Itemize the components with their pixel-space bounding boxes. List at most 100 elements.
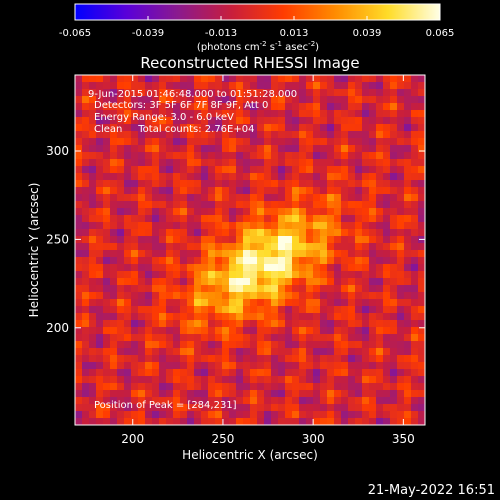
heatmap-cell (313, 229, 321, 237)
heatmap-cell (404, 145, 412, 153)
heatmap-cell (369, 103, 377, 111)
heatmap-cell (250, 89, 258, 97)
heatmap-cell (369, 320, 377, 328)
heatmap-cell (411, 243, 419, 251)
heatmap-cell (124, 180, 132, 188)
heatmap-cell (131, 313, 139, 321)
heatmap-cell (376, 117, 384, 125)
heatmap-cell (299, 285, 307, 293)
heatmap-cell (341, 362, 349, 370)
heatmap-cell (187, 110, 195, 118)
heatmap-cell (243, 411, 251, 419)
heatmap-cell (75, 257, 83, 265)
heatmap-cell (264, 201, 272, 209)
heatmap-cell (152, 341, 160, 349)
heatmap-cell (292, 355, 300, 363)
heatmap-cell (376, 397, 384, 405)
heatmap-cell (89, 383, 97, 391)
heatmap-cell (222, 348, 230, 356)
heatmap-cell (159, 397, 167, 405)
heatmap-cell (173, 208, 181, 216)
heatmap-cell (243, 103, 251, 111)
heatmap-cell (341, 236, 349, 244)
heatmap-cell (327, 124, 335, 132)
heatmap-cell (75, 299, 83, 307)
heatmap-cell (187, 173, 195, 181)
heatmap-cell (369, 369, 377, 377)
heatmap-cell (369, 124, 377, 132)
heatmap-cell (320, 250, 328, 258)
heatmap-cell (355, 117, 363, 125)
heatmap-cell (243, 159, 251, 167)
heatmap-cell (348, 173, 356, 181)
heatmap-cell (278, 201, 286, 209)
heatmap-cell (341, 292, 349, 300)
heatmap-cell (208, 306, 216, 314)
heatmap-cell (229, 278, 237, 286)
heatmap-cell (390, 411, 398, 419)
heatmap-cell (117, 341, 125, 349)
heatmap-cell (257, 264, 265, 272)
heatmap-cell (369, 397, 377, 405)
heatmap-cell (75, 320, 83, 328)
heatmap-cell (334, 341, 342, 349)
heatmap-cell (257, 327, 265, 335)
heatmap-cell (159, 222, 167, 230)
heatmap-cell (299, 411, 307, 419)
heatmap-cell (411, 264, 419, 272)
heatmap-cell (348, 75, 356, 83)
heatmap-cell (201, 397, 209, 405)
heatmap-cell (187, 145, 195, 153)
heatmap-cell (152, 306, 160, 314)
heatmap-cell (222, 215, 230, 223)
heatmap-cell (173, 418, 181, 426)
heatmap-cell (180, 257, 188, 265)
heatmap-cell (103, 285, 111, 293)
heatmap-cell (152, 292, 160, 300)
heatmap-cell (278, 117, 286, 125)
heatmap-cell (362, 411, 370, 419)
heatmap-cell (96, 250, 104, 258)
heatmap-cell (159, 124, 167, 132)
heatmap-cell (341, 229, 349, 237)
heatmap-cell (355, 96, 363, 104)
heatmap-cell (243, 138, 251, 146)
heatmap-cell (285, 292, 293, 300)
heatmap-cell (82, 236, 90, 244)
heatmap-cell (362, 243, 370, 251)
heatmap-cell (82, 173, 90, 181)
heatmap-cell (208, 145, 216, 153)
heatmap-cell (131, 278, 139, 286)
heatmap-cell (131, 306, 139, 314)
heatmap-cell (299, 103, 307, 111)
heatmap-cell (201, 355, 209, 363)
heatmap-cell (341, 257, 349, 265)
heatmap-cell (187, 383, 195, 391)
heatmap-cell (194, 250, 202, 258)
heatmap-cell (124, 299, 132, 307)
heatmap-cell (271, 292, 279, 300)
heatmap-cell (159, 411, 167, 419)
heatmap-cell (187, 124, 195, 132)
heatmap-cell (187, 306, 195, 314)
heatmap-cell (383, 75, 391, 83)
heatmap-cell (208, 397, 216, 405)
heatmap-cell (285, 215, 293, 223)
heatmap-cell (82, 348, 90, 356)
heatmap-cell (355, 173, 363, 181)
heatmap-cell (180, 208, 188, 216)
heatmap-cell (236, 166, 244, 174)
heatmap-cell (250, 201, 258, 209)
heatmap-cell (257, 348, 265, 356)
heatmap-cell (152, 404, 160, 412)
heatmap-cell (89, 145, 97, 153)
heatmap-cell (117, 271, 125, 279)
heatmap-cell (166, 117, 174, 125)
heatmap-cell (159, 187, 167, 195)
heatmap-cell (320, 285, 328, 293)
heatmap-cell (117, 110, 125, 118)
heatmap-cell (243, 313, 251, 321)
heatmap-cell (334, 320, 342, 328)
heatmap-cell (285, 131, 293, 139)
heatmap-cell (75, 334, 83, 342)
